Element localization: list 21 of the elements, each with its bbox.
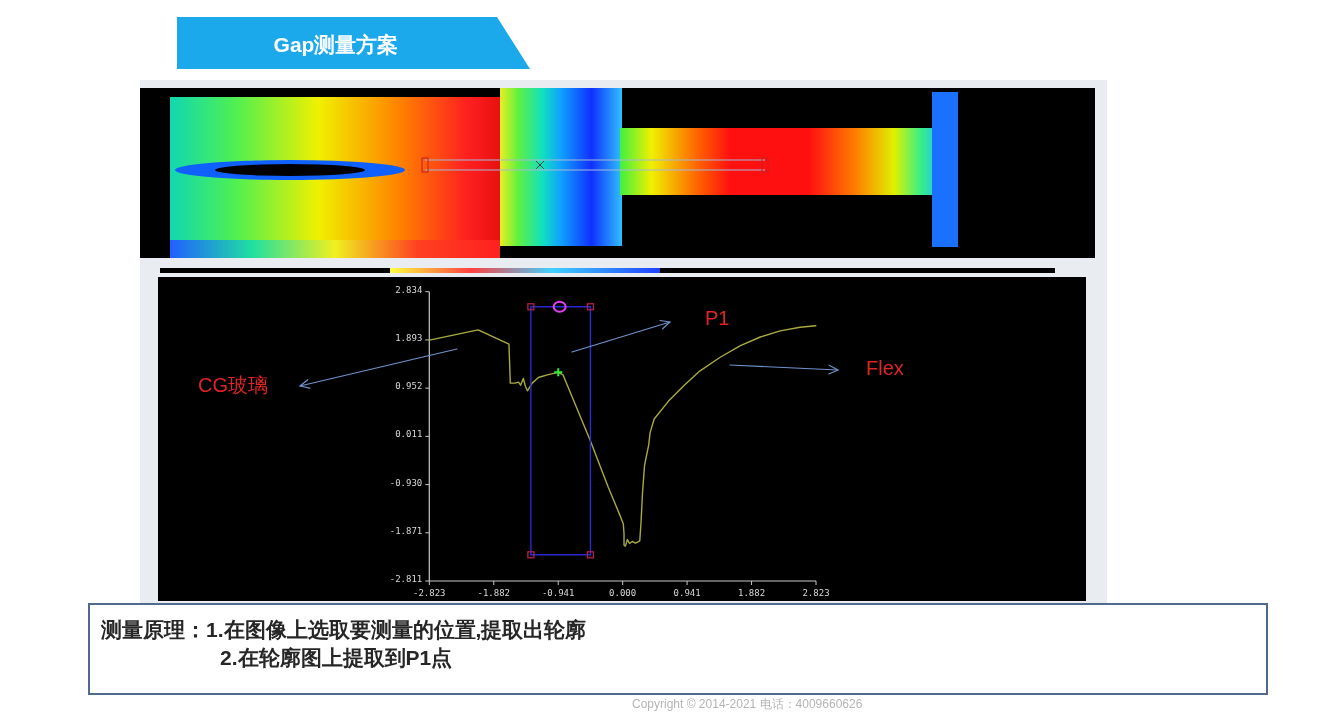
text: CG玻璃 — [198, 374, 268, 396]
y-tick-label: -1.871 — [389, 525, 423, 536]
x-tick-label: 1.882 — [738, 588, 766, 598]
x-tick-label: 0.941 — [673, 588, 701, 598]
text: 2.在轮廓图上提取到P1点 — [220, 646, 453, 670]
y-tick-label: -2.811 — [389, 574, 423, 584]
text: Flex — [866, 357, 904, 379]
x-tick-label: -0.941 — [541, 588, 575, 598]
y-tick-label: 1.893 — [395, 332, 423, 343]
x-tick-label: 0.000 — [609, 588, 637, 598]
x-tick-label: -1.882 — [477, 588, 511, 598]
text: 测量原理：1.在图像上选取要测量的位置,提取出轮廓 — [100, 618, 587, 641]
text: Copyright © 2014-2021 电话：4009660626 — [632, 697, 863, 711]
y-tick-label: 0.011 — [395, 429, 423, 440]
x-tick-label: -2.823 — [413, 588, 446, 598]
y-tick-label: -0.930 — [389, 477, 423, 488]
x-tick-label: 2.823 — [802, 588, 830, 598]
chart-title: Gap测量方案 — [273, 33, 399, 56]
y-tick-label: 2.834 — [395, 284, 423, 295]
y-tick-label: 0.952 — [395, 381, 423, 392]
annotation: P1 — [705, 307, 730, 329]
